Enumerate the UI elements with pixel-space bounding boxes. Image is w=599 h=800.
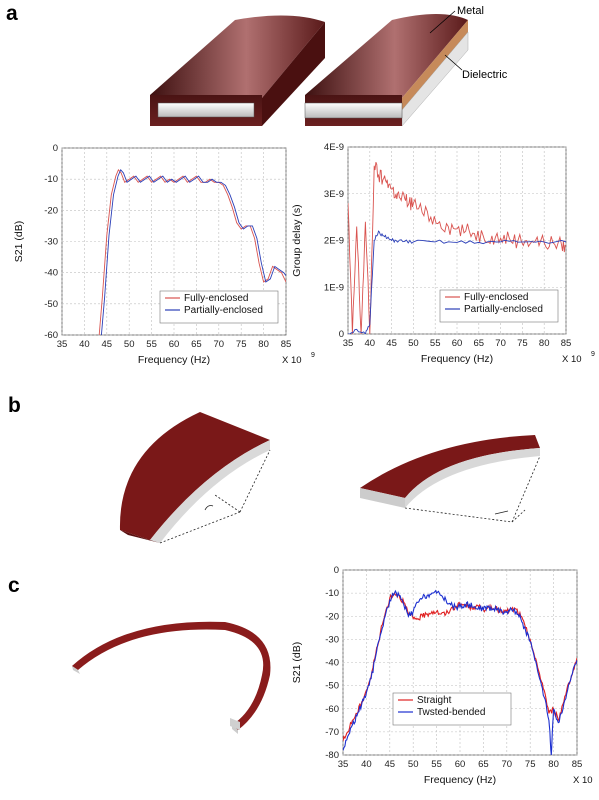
x-tick-label: 40 bbox=[365, 338, 376, 349]
bend-illustration bbox=[119, 412, 541, 544]
panel-label-c: c bbox=[8, 574, 20, 597]
x-multiplier-label: X 10 bbox=[562, 354, 582, 365]
y-tick-label: -30 bbox=[325, 634, 339, 645]
legend-entry: Fully-enclosed bbox=[464, 292, 528, 303]
metal-leader-line bbox=[429, 10, 456, 34]
y-tick-label: -30 bbox=[44, 237, 58, 248]
dielectric-leader-line bbox=[444, 54, 463, 71]
legend-entry: Partially-enclosed bbox=[464, 304, 543, 315]
y-axis-label: S21 (dB) bbox=[291, 642, 303, 683]
fully-enclosed-waveguide bbox=[150, 15, 325, 126]
x-multiplier-exponent: 9 bbox=[591, 351, 595, 358]
x-multiplier-label: X 10 bbox=[282, 355, 302, 366]
y-axis-label: Group delay (s) bbox=[291, 204, 303, 276]
x-tick-label: 35 bbox=[338, 759, 349, 770]
x-tick-label: 55 bbox=[430, 338, 441, 349]
x-tick-label: 80 bbox=[548, 759, 559, 770]
metal-label: Metal bbox=[457, 5, 484, 17]
x-tick-label: 75 bbox=[236, 339, 247, 350]
series-line bbox=[98, 168, 286, 335]
x-multiplier-label: X 10 bbox=[573, 775, 593, 786]
x-tick-label: 55 bbox=[146, 339, 157, 350]
x-tick-label: 45 bbox=[386, 338, 397, 349]
series-line bbox=[348, 230, 566, 334]
y-tick-label: 2E-9 bbox=[324, 236, 344, 247]
partially-enclosed-waveguide bbox=[304, 14, 469, 127]
y-tick-label: -80 bbox=[325, 750, 339, 761]
y-tick-label: -40 bbox=[44, 268, 58, 279]
twisted-waveguide-illustration bbox=[72, 621, 271, 734]
y-tick-label: -70 bbox=[325, 727, 339, 738]
legend-entry: Straight bbox=[417, 695, 452, 706]
x-tick-label: 70 bbox=[214, 339, 225, 350]
series-line bbox=[100, 168, 286, 335]
x-tick-label: 60 bbox=[169, 339, 180, 350]
x-tick-label: 60 bbox=[452, 338, 463, 349]
y-tick-label: 4E-9 bbox=[324, 142, 344, 153]
y-tick-label: 0 bbox=[339, 329, 344, 340]
y-tick-label: -20 bbox=[44, 205, 58, 216]
legend-box bbox=[159, 290, 279, 324]
x-tick-label: 35 bbox=[57, 339, 68, 350]
series-line bbox=[343, 592, 577, 742]
x-tick-label: 70 bbox=[502, 759, 513, 770]
x-tick-label: 35 bbox=[343, 338, 354, 349]
dielectric-label: Dielectric bbox=[462, 69, 508, 81]
y-tick-label: -50 bbox=[325, 681, 339, 692]
vertical-bend-waveguide bbox=[119, 412, 271, 544]
x-tick-label: 80 bbox=[258, 339, 269, 350]
series-line bbox=[348, 162, 566, 334]
x-tick-label: 45 bbox=[385, 759, 396, 770]
horizontal-bend-waveguide bbox=[360, 435, 541, 523]
x-tick-label: 65 bbox=[478, 759, 489, 770]
y-tick-label: -60 bbox=[325, 704, 339, 715]
legend-entry: Twsted-bended bbox=[417, 707, 485, 718]
x-tick-label: 75 bbox=[517, 338, 528, 349]
x-axis-label: Frequency (Hz) bbox=[138, 354, 210, 366]
x-tick-label: 40 bbox=[79, 339, 90, 350]
y-tick-label: 0 bbox=[334, 565, 339, 576]
series-line bbox=[343, 589, 577, 755]
y-tick-label: -50 bbox=[44, 299, 58, 310]
y-tick-label: -40 bbox=[325, 658, 339, 669]
x-tick-label: 40 bbox=[361, 759, 372, 770]
x-axis-label: Frequency (Hz) bbox=[421, 353, 493, 365]
y-tick-label: -20 bbox=[325, 611, 339, 622]
x-tick-label: 85 bbox=[561, 338, 572, 349]
y-tick-label: 3E-9 bbox=[324, 189, 344, 200]
y-tick-label: -10 bbox=[325, 588, 339, 599]
y-tick-label: -10 bbox=[44, 174, 58, 185]
legend-box bbox=[392, 692, 512, 726]
legend-box bbox=[439, 289, 559, 323]
x-tick-label: 60 bbox=[455, 759, 466, 770]
x-tick-label: 85 bbox=[281, 339, 292, 350]
y-tick-label: -60 bbox=[44, 330, 58, 341]
x-tick-label: 80 bbox=[539, 338, 550, 349]
x-tick-label: 50 bbox=[408, 338, 419, 349]
legend-entry: Fully-enclosed bbox=[184, 293, 248, 304]
x-tick-label: 55 bbox=[431, 759, 442, 770]
y-tick-label: 0 bbox=[53, 143, 58, 154]
waveguide-illustration: Metal Dielectric bbox=[150, 5, 508, 127]
x-tick-label: 70 bbox=[495, 338, 506, 349]
y-tick-label: 1E-9 bbox=[324, 282, 344, 293]
x-multiplier-exponent: 9 bbox=[311, 352, 315, 359]
y-axis-label: S21 (dB) bbox=[13, 221, 25, 262]
x-tick-label: 50 bbox=[124, 339, 135, 350]
x-tick-label: 65 bbox=[474, 338, 485, 349]
x-tick-label: 45 bbox=[102, 339, 113, 350]
legend-entry: Partially-enclosed bbox=[184, 305, 263, 316]
x-axis-label: Frequency (Hz) bbox=[424, 774, 496, 786]
panel-label-b: b bbox=[8, 394, 21, 417]
x-tick-label: 75 bbox=[525, 759, 536, 770]
x-tick-label: 85 bbox=[572, 759, 583, 770]
x-tick-label: 65 bbox=[191, 339, 202, 350]
x-tick-label: 50 bbox=[408, 759, 419, 770]
panel-label-a: a bbox=[6, 2, 18, 25]
